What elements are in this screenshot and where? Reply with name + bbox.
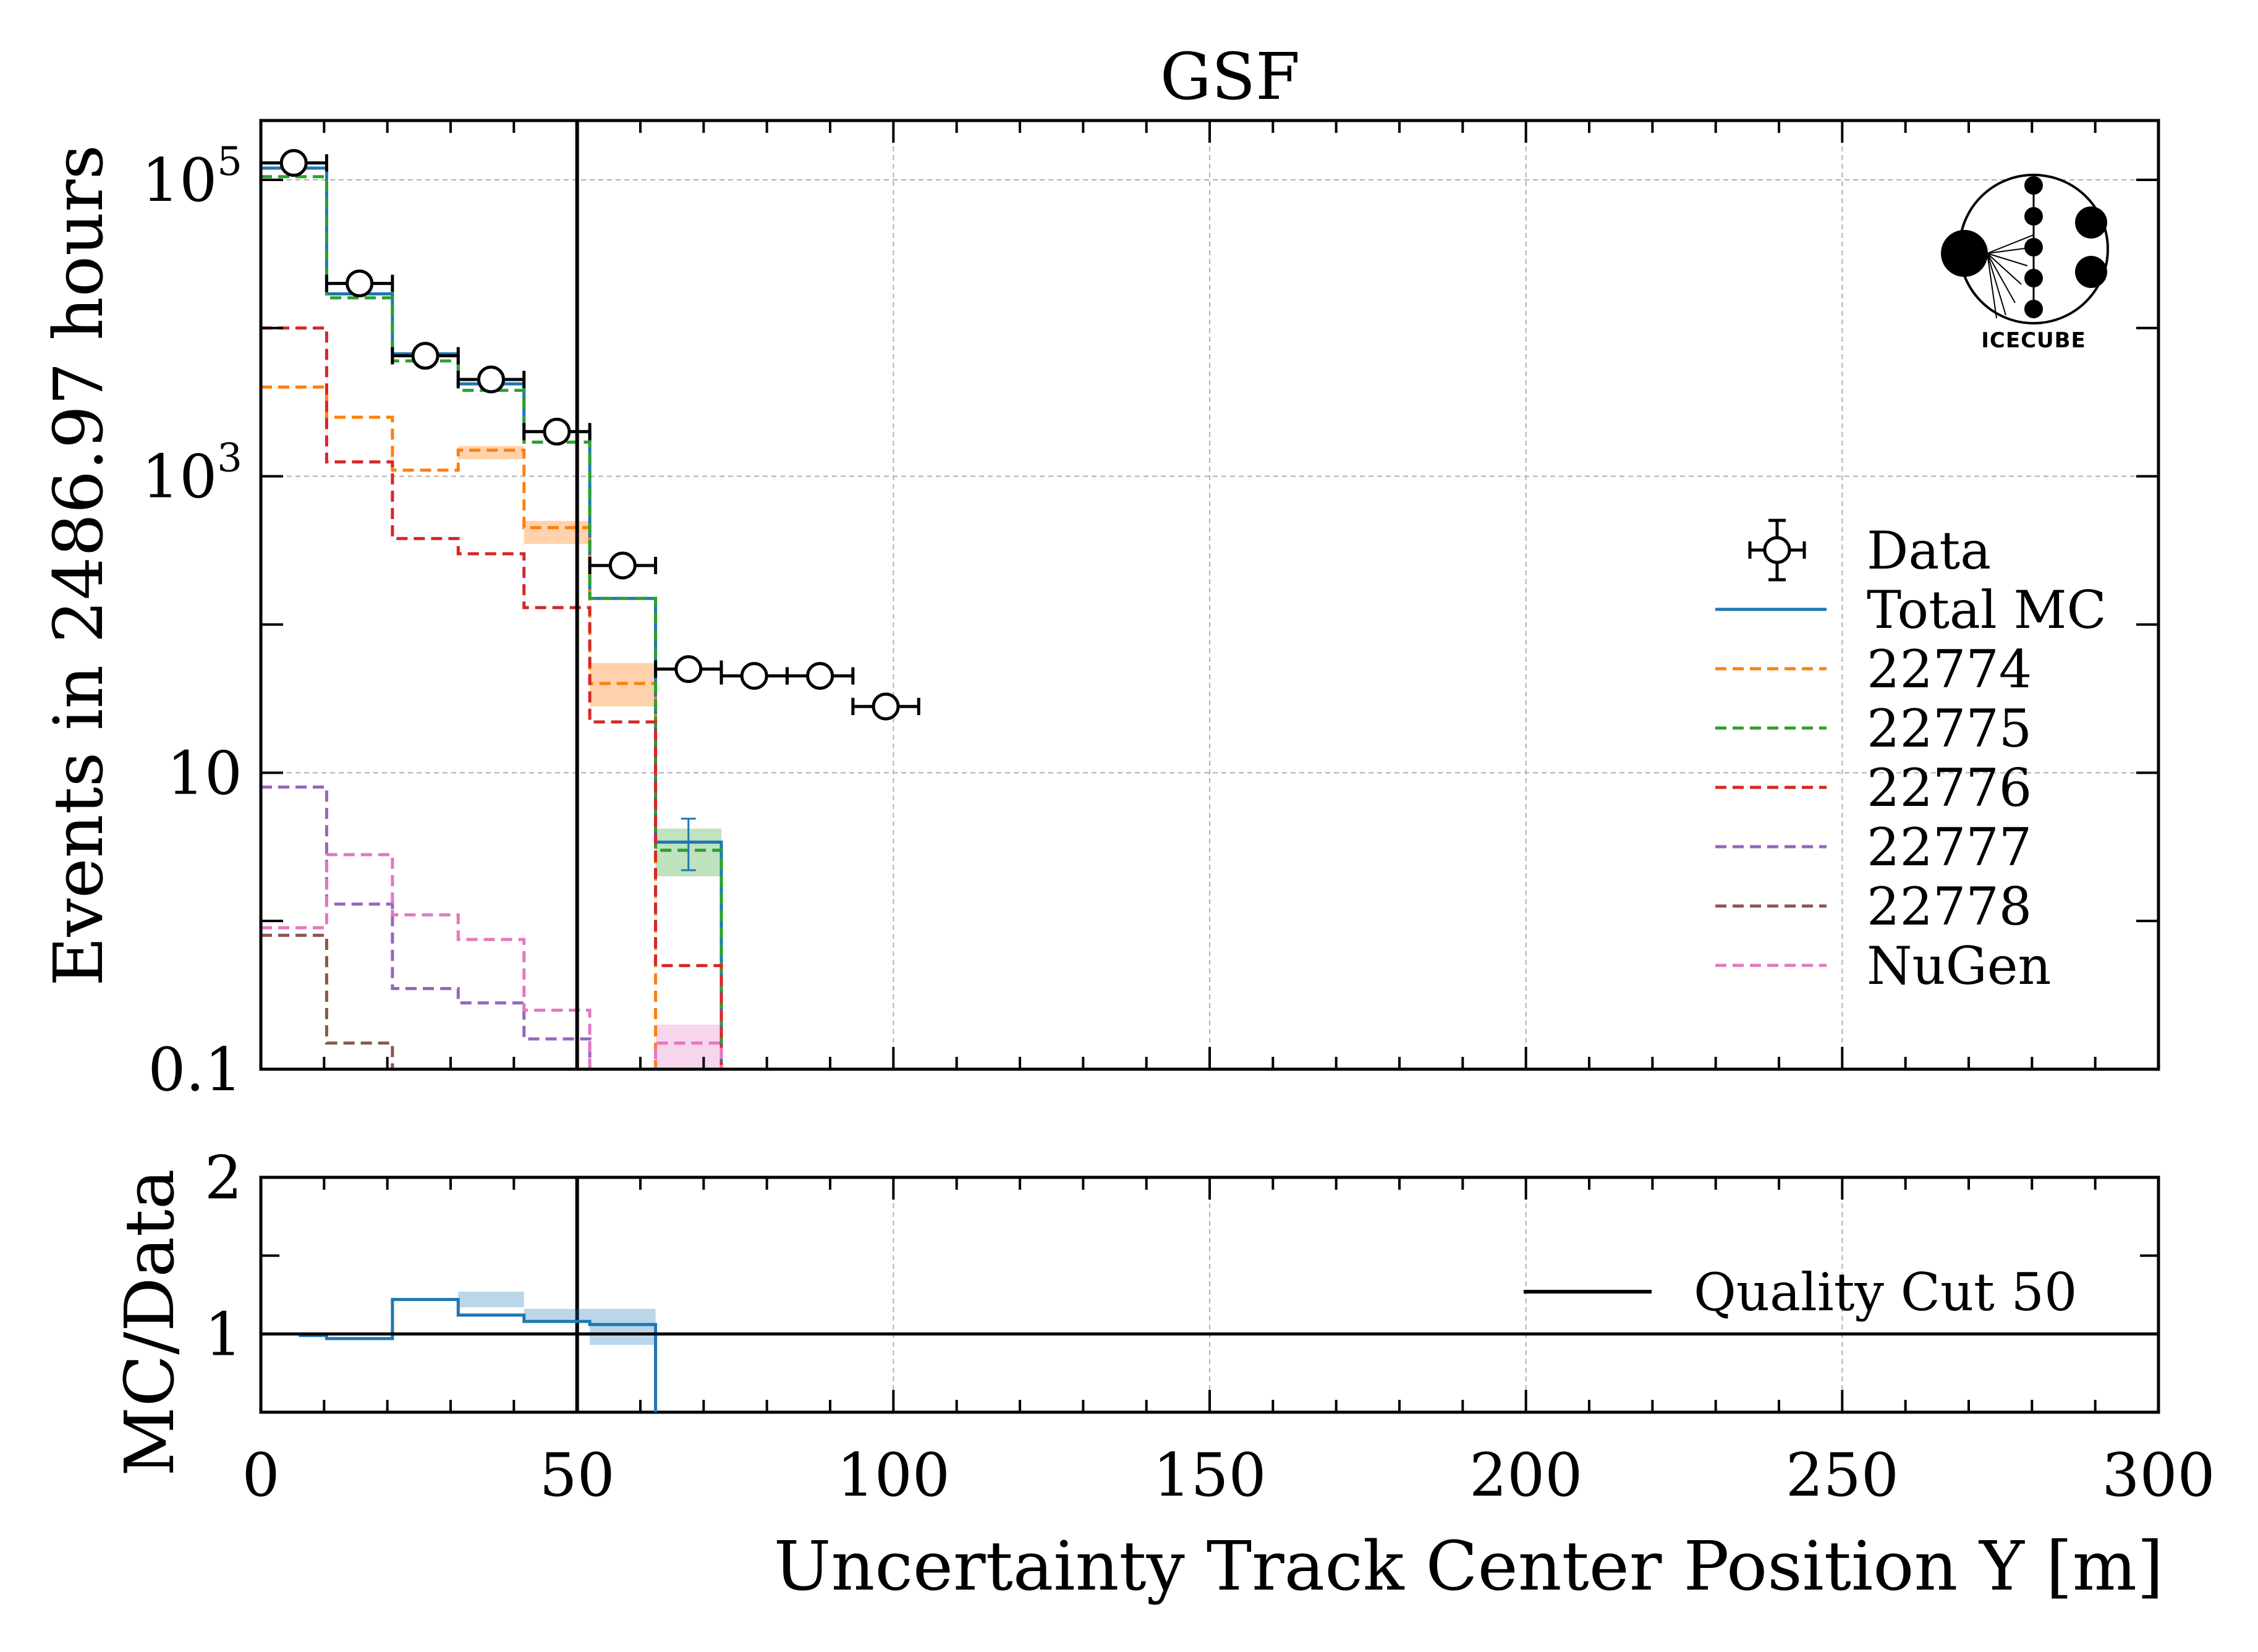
series-line-total-mc <box>261 166 787 1071</box>
series-line-22774 <box>261 385 787 1071</box>
x-tick-label: 300 <box>2102 1441 2215 1510</box>
data-point <box>674 655 703 684</box>
ratio-y-tick-label: 1 <box>205 1300 242 1369</box>
legend-label-nugen: NuGen <box>1867 936 2052 996</box>
legend-label-22774: 22774 <box>1867 639 2032 700</box>
data-point <box>608 551 637 580</box>
y-tick-label: 0.1 <box>148 1035 242 1104</box>
data-point <box>411 342 439 370</box>
chart-title: GSF <box>1160 39 1300 114</box>
data-point <box>477 365 505 394</box>
data-point <box>740 662 768 690</box>
series-line-nugen <box>261 853 787 1071</box>
legend-swatch-data-marker <box>1763 536 1791 564</box>
x-tick-label: 250 <box>1786 1441 1899 1510</box>
legend-label-22777: 22777 <box>1867 817 2032 878</box>
legend-label-22776: 22776 <box>1867 758 2032 818</box>
y-tick-label: 103 <box>142 436 242 512</box>
y-tick-label: 10 <box>167 739 242 808</box>
ratio-uncertainty-band <box>458 1291 524 1308</box>
data-point <box>872 692 900 721</box>
x-axis-title: Uncertainty Track Center Position Y [m] <box>774 1527 2163 1606</box>
orange-uncertainty-band <box>524 520 590 544</box>
legend-label-22775: 22775 <box>1867 698 2032 759</box>
y-tick-label: 105 <box>142 139 242 215</box>
ratio-uncertainty-band <box>590 1308 656 1345</box>
ratio-y-axis-title: MC/Data <box>110 1169 189 1476</box>
legend-label-quality-cut: Quality Cut 50 <box>1694 1262 2077 1323</box>
ratio-uncertainty-band <box>524 1308 590 1322</box>
orange-uncertainty-band <box>458 446 524 460</box>
x-tick-label: 150 <box>1153 1441 1266 1510</box>
data-point <box>346 269 374 298</box>
legend-label-data: Data <box>1867 520 1991 581</box>
data-point <box>279 149 308 177</box>
x-tick-label: 0 <box>242 1441 279 1510</box>
ratio-y-tick-label: 2 <box>205 1143 242 1213</box>
logo-text: IceCube <box>1981 328 2086 353</box>
icecube-logo: IceCube <box>1941 174 2109 353</box>
pink-uncertainty-band <box>655 1024 721 1069</box>
x-tick-label: 50 <box>540 1441 615 1510</box>
data-point <box>806 662 834 690</box>
series-line-22776 <box>261 326 787 1071</box>
x-tick-label: 200 <box>1469 1441 1582 1510</box>
x-tick-label: 100 <box>837 1441 950 1510</box>
legend-label-total-mc: Total MC <box>1867 580 2107 640</box>
data-point <box>543 417 571 446</box>
ratio-line <box>299 1298 658 1412</box>
y-axis-title: Events in 2486.97 hours <box>39 145 118 986</box>
ratio-panel: 0 50 100 150 200 250 300 1 2 Quality Cut 50 <box>205 1143 2215 1510</box>
series-line-22775 <box>261 175 787 1071</box>
legend-label-22778: 22778 <box>1867 876 2032 937</box>
